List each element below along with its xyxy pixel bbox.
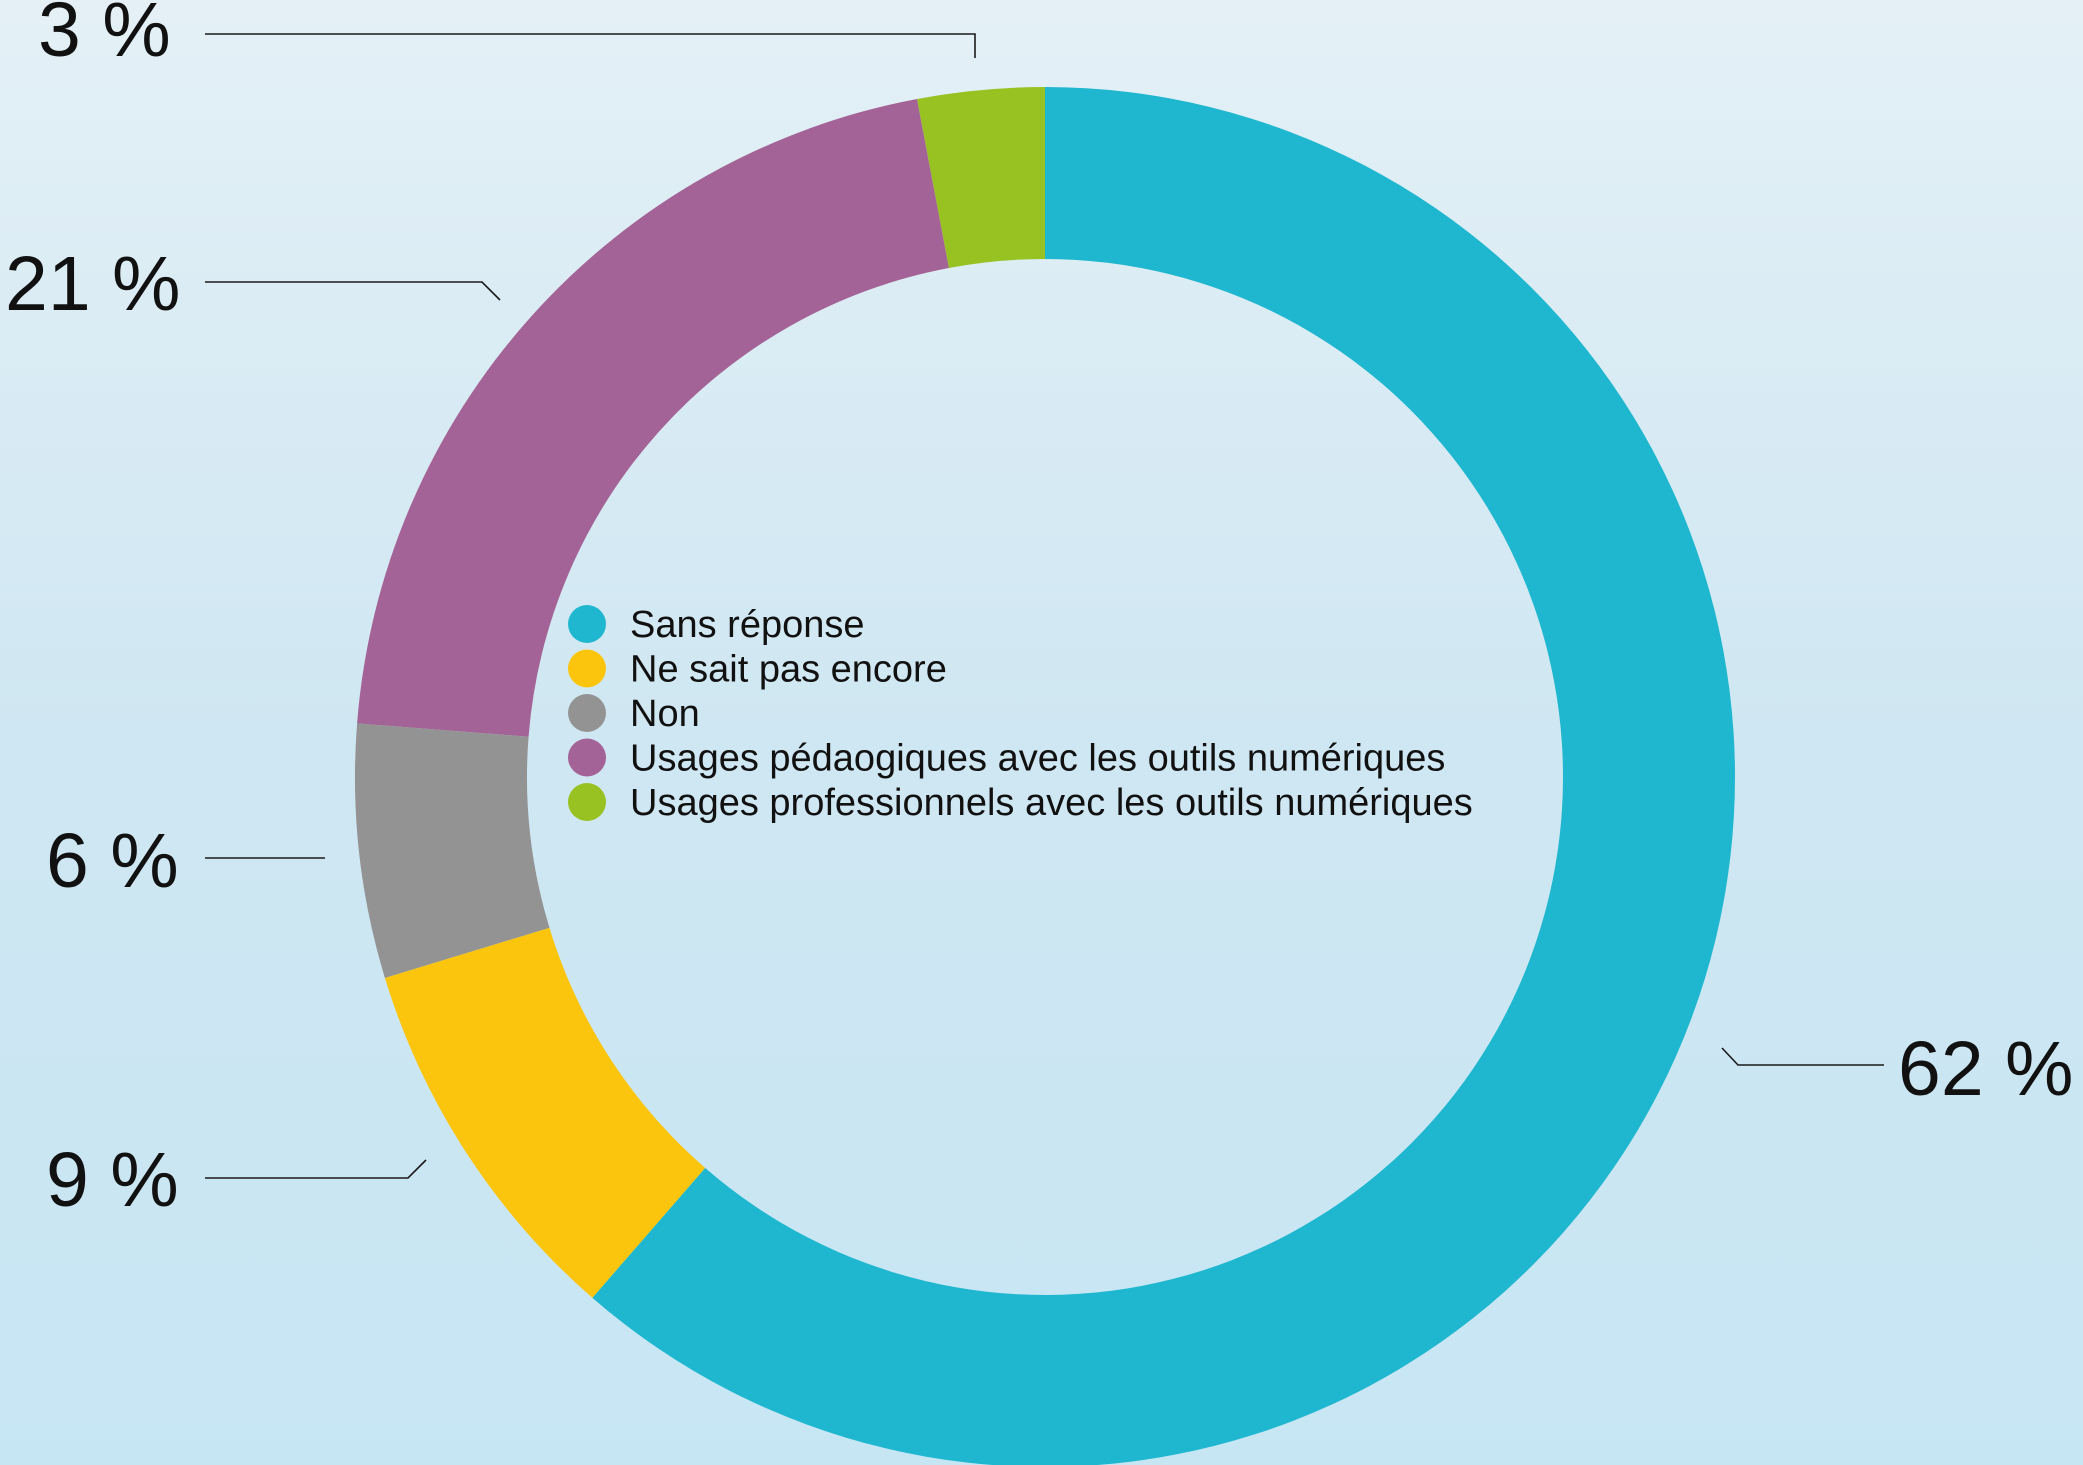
leader-line-3: [205, 281, 501, 301]
legend-item-1: Ne sait pas encore: [568, 649, 947, 691]
legend-label-4: Usages professionnels avec les outils nu…: [630, 782, 1473, 824]
legend-swatch-3: [568, 738, 606, 777]
value-label-1: 9 %: [46, 1137, 179, 1223]
slices-layer: [355, 87, 1735, 1465]
legend-swatch-1: [568, 649, 606, 688]
legend-item-0: Sans réponse: [568, 604, 865, 646]
legend-label-3: Usages pédaogiques avec les outils numér…: [630, 738, 1445, 780]
legend-swatch-0: [568, 605, 606, 643]
legend-item-3: Usages pédaogiques avec les outils numér…: [568, 738, 1445, 780]
donut-slice-4: [916, 87, 1045, 268]
leader-line-1: [205, 1159, 427, 1179]
leader-lines: [205, 33, 1884, 1179]
donut-slice-1: [384, 927, 706, 1298]
legend-item-2: Non: [568, 693, 700, 735]
legend-label-1: Ne sait pas encore: [630, 649, 947, 691]
value-label-4: 3 %: [38, 0, 171, 73]
leader-line-0: [1721, 1047, 1884, 1066]
legend-label-0: Sans réponse: [630, 604, 865, 646]
leader-line-4: [205, 33, 976, 58]
legend-swatch-4: [568, 783, 606, 821]
legend-item-4: Usages professionnels avec les outils nu…: [568, 782, 1473, 824]
legend-swatch-2: [568, 694, 606, 732]
legend-label-2: Non: [630, 693, 700, 735]
value-label-3: 21 %: [5, 241, 181, 327]
donut-slice-0: [592, 87, 1735, 1465]
value-label-0: 62 %: [1898, 1026, 2074, 1112]
value-labels: 3 % 21 % 6 % 9 % 62 %: [5, 0, 2074, 1223]
donut-slice-3: [357, 98, 949, 737]
value-label-2: 6 %: [46, 818, 179, 904]
donut-slice-2: [355, 723, 550, 978]
